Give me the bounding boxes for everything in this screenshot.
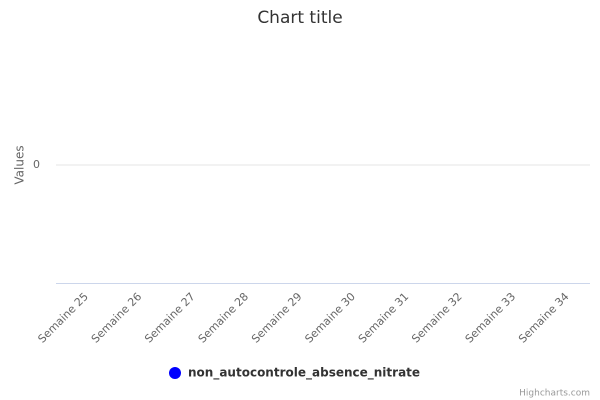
y-axis-label: Values [13,145,27,184]
legend-symbol [169,367,181,379]
credits[interactable]: Highcharts.com [519,389,590,399]
x-tick-label: Semaine 25 [35,290,91,346]
x-tick-label: Semaine 30 [302,290,358,346]
x-tick-label: Semaine 27 [142,290,198,346]
y-tick-label: 0 [33,158,40,171]
x-tick-label: Semaine 28 [196,290,252,346]
x-tick-label: Semaine 32 [409,290,465,346]
legend-label[interactable]: non_autocontrole_absence_nitrate [188,366,420,381]
chart-title: Chart title [257,8,342,28]
x-tick-label: Semaine 29 [249,290,305,346]
x-tick-label: Semaine 26 [89,290,145,346]
x-tick-label: Semaine 31 [356,290,412,346]
x-tick-label: Semaine 34 [516,290,572,346]
x-tick-label: Semaine 33 [463,290,519,346]
